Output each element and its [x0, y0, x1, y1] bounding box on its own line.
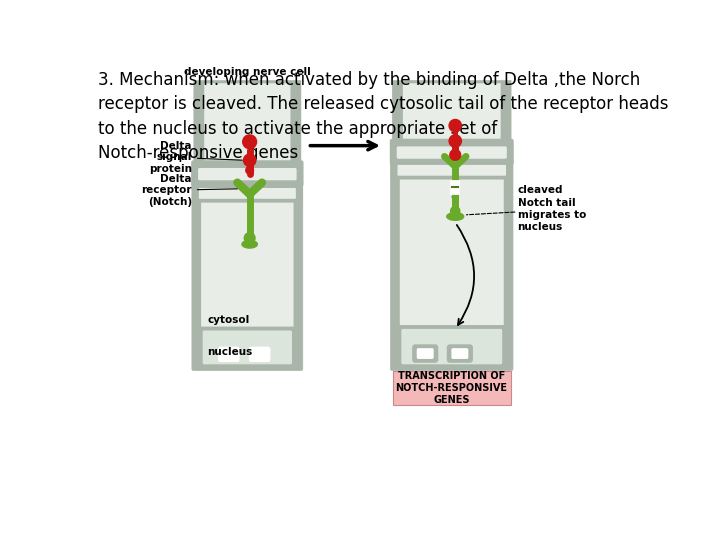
FancyBboxPatch shape [198, 168, 297, 180]
FancyBboxPatch shape [218, 347, 240, 362]
FancyBboxPatch shape [447, 345, 473, 363]
Circle shape [449, 135, 462, 147]
Circle shape [244, 233, 255, 244]
FancyBboxPatch shape [249, 347, 271, 362]
Circle shape [243, 154, 256, 166]
FancyBboxPatch shape [192, 183, 303, 370]
Circle shape [246, 166, 253, 174]
FancyBboxPatch shape [390, 159, 513, 370]
FancyBboxPatch shape [390, 159, 513, 179]
Circle shape [243, 135, 256, 148]
Circle shape [450, 150, 461, 160]
FancyBboxPatch shape [393, 372, 510, 405]
FancyBboxPatch shape [203, 330, 292, 365]
Circle shape [451, 206, 460, 215]
FancyBboxPatch shape [403, 83, 500, 151]
FancyBboxPatch shape [451, 348, 468, 359]
FancyBboxPatch shape [201, 192, 294, 332]
Text: Delta
receptor
(Notch): Delta receptor (Notch) [141, 174, 238, 207]
Text: cytosol: cytosol [207, 315, 250, 325]
FancyBboxPatch shape [192, 183, 303, 202]
FancyBboxPatch shape [204, 83, 290, 173]
Ellipse shape [447, 213, 464, 220]
FancyBboxPatch shape [396, 325, 508, 368]
FancyBboxPatch shape [400, 168, 504, 332]
Ellipse shape [242, 240, 257, 248]
FancyBboxPatch shape [390, 139, 514, 165]
FancyBboxPatch shape [397, 165, 506, 176]
FancyBboxPatch shape [191, 160, 304, 186]
Text: Delta
signal
protein: Delta signal protein [149, 140, 242, 174]
Text: nucleus: nucleus [207, 347, 253, 357]
Text: 3. Mechanism: when activated by the binding of Delta ,the Norch
receptor is clea: 3. Mechanism: when activated by the bind… [98, 71, 668, 162]
FancyBboxPatch shape [417, 348, 433, 359]
FancyBboxPatch shape [197, 327, 297, 368]
Text: developing nerve cell: developing nerve cell [184, 67, 311, 77]
Text: TRANSCRIPTION OF
NOTCH-RESPONSIVE
GENES: TRANSCRIPTION OF NOTCH-RESPONSIVE GENES [395, 371, 508, 405]
Text: cleaved
Notch tail
migrates to
nucleus: cleaved Notch tail migrates to nucleus [518, 185, 586, 232]
FancyBboxPatch shape [401, 329, 503, 365]
Circle shape [449, 119, 462, 132]
FancyBboxPatch shape [412, 345, 438, 363]
FancyBboxPatch shape [199, 188, 296, 199]
FancyBboxPatch shape [397, 146, 507, 159]
FancyBboxPatch shape [194, 80, 301, 180]
FancyBboxPatch shape [392, 80, 511, 159]
